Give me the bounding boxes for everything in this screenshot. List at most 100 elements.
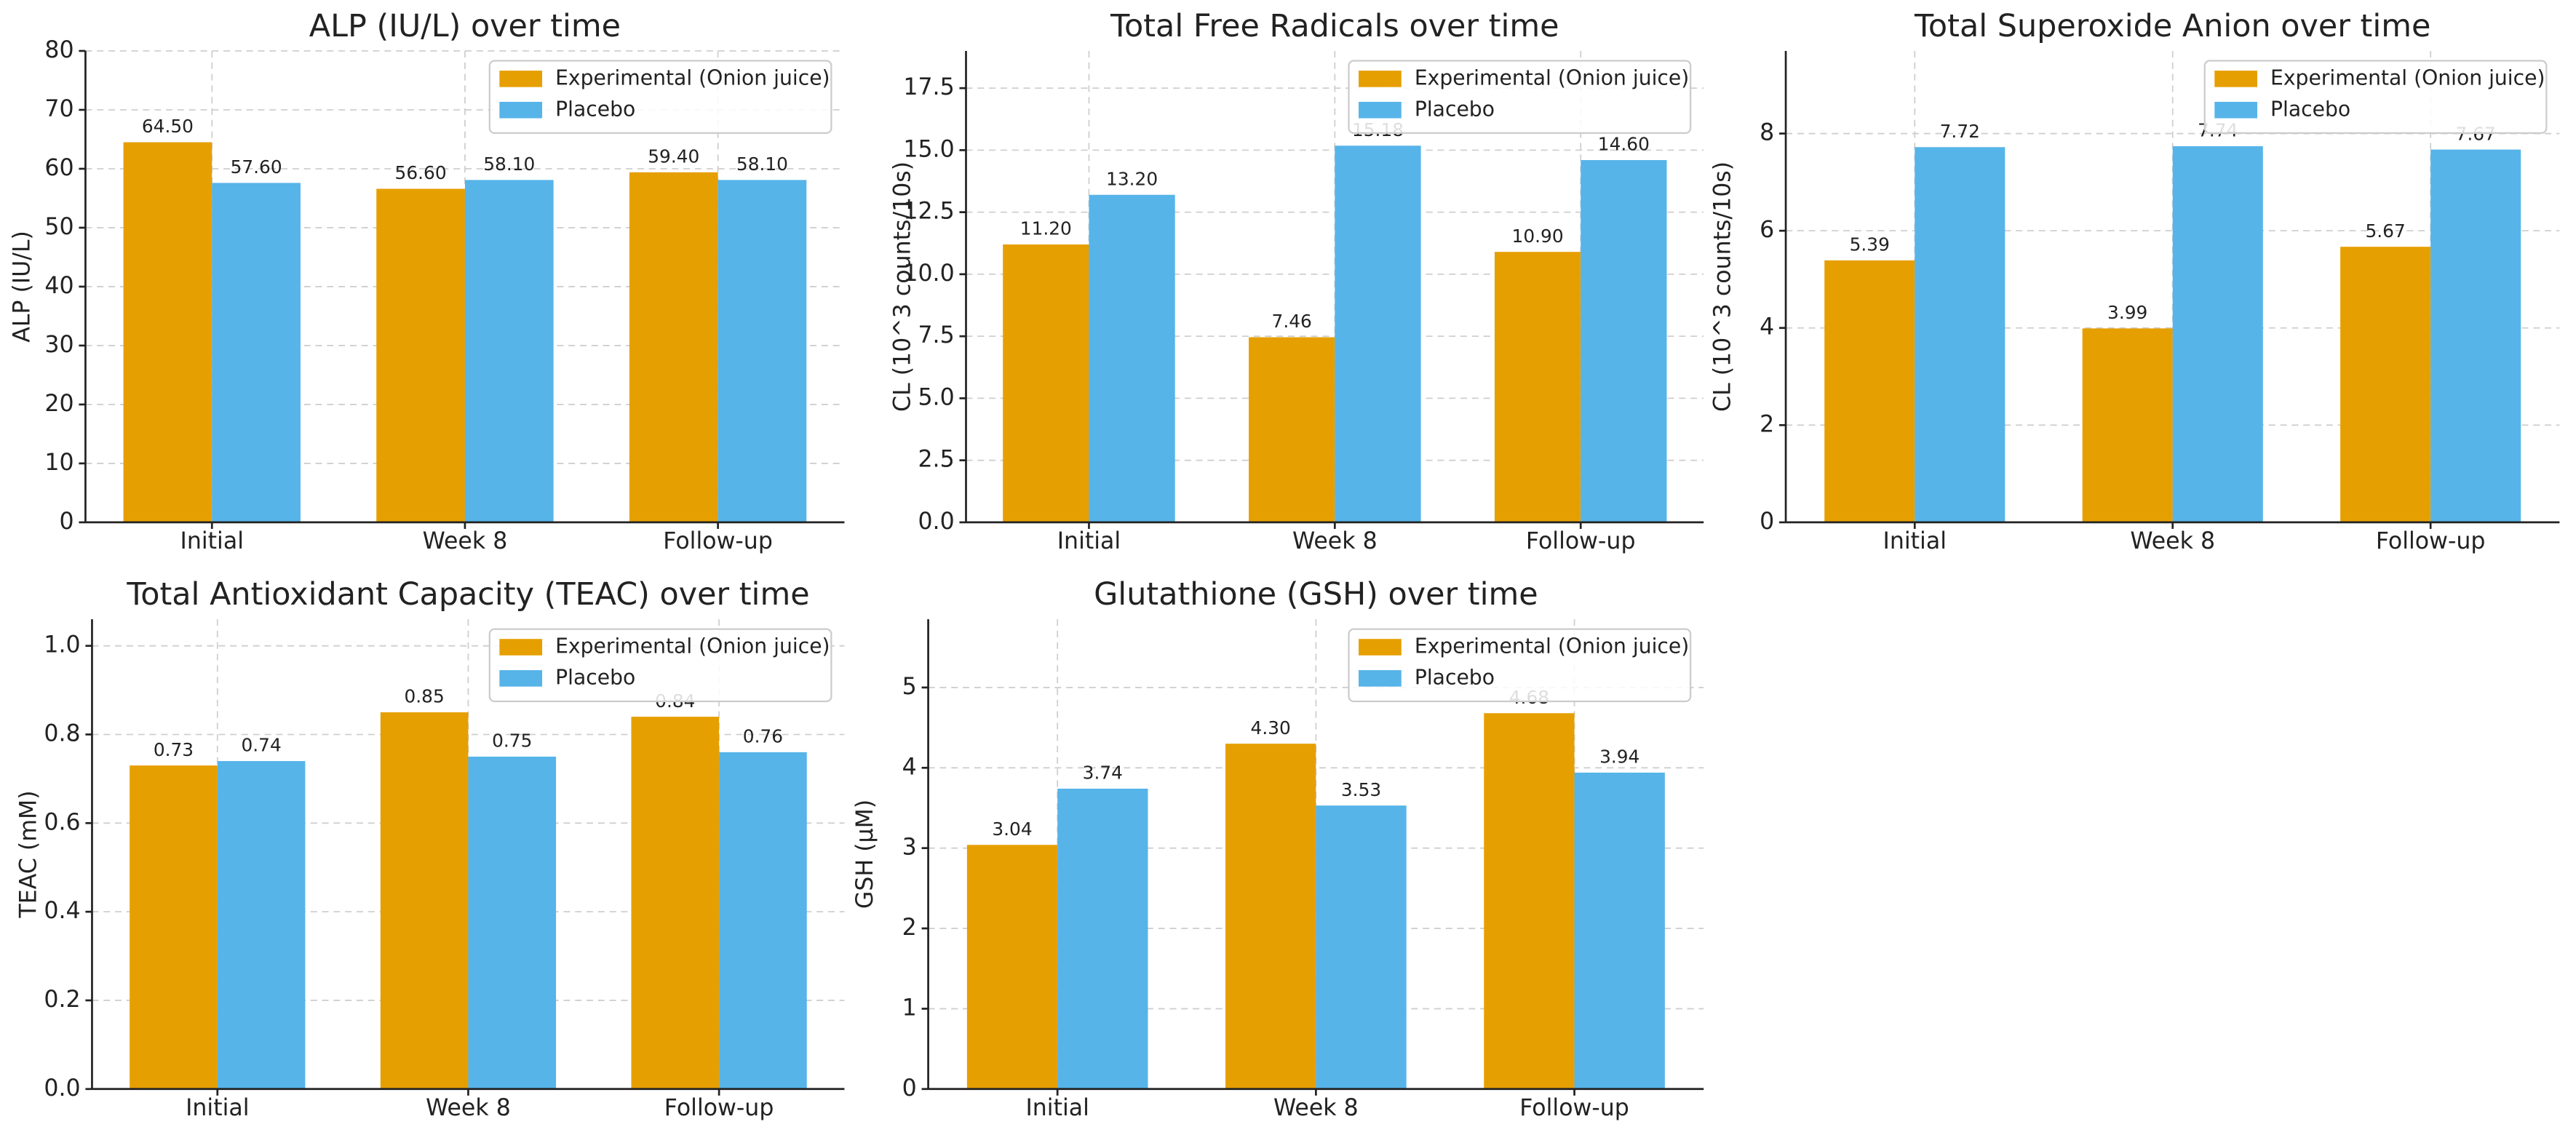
value-label: 11.20 (1020, 218, 1072, 239)
legend-label: Placebo (555, 665, 635, 689)
value-label: 64.50 (142, 116, 194, 137)
chart-title: ALP (IU/L) over time (309, 8, 621, 44)
y-tick-label: 2.5 (918, 447, 954, 473)
x-tick-label: Week 8 (2130, 528, 2215, 554)
y-tick-label: 0.4 (44, 898, 80, 924)
value-label: 7.72 (1940, 121, 1980, 142)
subplot: 0.0 2.5 5.0 7.5 10.0 12.5 15.0 17.5 Initial Week … (890, 8, 1704, 554)
y-tick-label: 2 (902, 915, 917, 941)
bar (2430, 149, 2521, 522)
legend-swatch (499, 71, 543, 87)
value-label: 3.94 (1599, 746, 1639, 768)
y-axis-label: CL (10^3 counts/10s) (890, 162, 916, 412)
y-tick-label: 2 (1760, 411, 1774, 437)
x-tick-label: Initial (186, 1095, 249, 1121)
value-label: 57.60 (231, 156, 282, 178)
value-label: 3.74 (1083, 762, 1123, 784)
legend-box (488, 628, 832, 703)
bar (719, 752, 807, 1089)
legend-label: Experimental (Onion juice) (555, 634, 830, 658)
y-tick-label: 0 (1760, 509, 1774, 535)
y-tick-label: 12.5 (903, 199, 954, 225)
value-label: 59.40 (648, 146, 699, 167)
y-tick-label: 50 (44, 214, 73, 240)
y-tick-label: 0 (60, 509, 74, 535)
bar (217, 761, 306, 1089)
bar (1316, 805, 1407, 1089)
bar (123, 142, 212, 522)
value-label: 5.67 (2365, 220, 2405, 242)
y-tick-label: 80 (44, 37, 73, 63)
value-label: 10.90 (1512, 226, 1564, 247)
y-tick-label: 70 (44, 96, 73, 122)
bar (966, 845, 1058, 1089)
y-tick-label: 1 (902, 995, 917, 1021)
y-tick-label: 0.0 (918, 509, 954, 535)
x-tick-label: Follow-up (663, 528, 773, 554)
y-tick-label: 20 (44, 391, 73, 417)
y-tick-label: 0 (902, 1075, 917, 1102)
y-tick-label: 10 (44, 450, 73, 476)
legend-swatch (1359, 71, 1402, 87)
value-label: 13.20 (1106, 168, 1158, 189)
x-tick-label: Follow-up (2376, 528, 2486, 554)
value-label: 0.75 (492, 730, 532, 752)
legend-swatch (2214, 101, 2257, 119)
bar (1249, 337, 1335, 522)
bar (1484, 713, 1575, 1089)
y-axis-label: CL (10^3 counts/10s) (1709, 162, 1736, 412)
legend-label: Experimental (Onion juice) (1415, 65, 1689, 89)
x-tick-label: Week 8 (1292, 528, 1378, 554)
bar (212, 183, 301, 522)
y-tick-label: 17.5 (903, 74, 954, 100)
x-tick-label: Week 8 (423, 528, 508, 554)
subplot: 0 10 20 30 40 50 60 70 80 Initial Week 8 Follow-up 6… (9, 8, 845, 554)
y-tick-label: 40 (44, 273, 73, 299)
value-label: 0.76 (743, 726, 783, 747)
legend-swatch (1359, 101, 1402, 119)
x-tick-label: Initial (1025, 1095, 1089, 1121)
y-tick-label: 4 (902, 754, 917, 780)
y-tick-label: 30 (44, 332, 73, 358)
y-tick-label: 5 (902, 674, 917, 700)
y-tick-label: 4 (1760, 314, 1774, 340)
y-tick-label: 60 (44, 155, 73, 181)
x-tick-label: Week 8 (1273, 1095, 1359, 1121)
y-axis-label: TEAC (mM) (16, 790, 42, 918)
value-label: 3.04 (992, 819, 1032, 840)
bar (468, 756, 557, 1089)
bar (1003, 244, 1089, 522)
bar (1824, 260, 1915, 522)
y-tick-label: 0.8 (44, 720, 80, 746)
chart-title: Glutathione (GSH) over time (1094, 576, 1538, 613)
bar (1335, 146, 1421, 522)
legend-label: Placebo (2270, 97, 2350, 121)
legend-label: Experimental (Onion juice) (2270, 65, 2545, 89)
value-label: 0.74 (241, 735, 281, 756)
value-label: 5.39 (1850, 234, 1890, 255)
y-axis-label: ALP (IU/L) (9, 231, 36, 343)
bar (2082, 328, 2173, 522)
legend-swatch (499, 670, 543, 687)
legend-swatch (2214, 71, 2257, 87)
legend-label: Placebo (1415, 97, 1495, 121)
y-tick-label: 0.2 (44, 987, 80, 1013)
legend-box (2203, 60, 2548, 134)
legend-swatch (499, 101, 543, 119)
y-tick-label: 1.0 (44, 632, 80, 658)
bar (380, 712, 469, 1089)
legend-swatch (1359, 670, 1402, 687)
chart-title: Total Antioxidant Capacity (TEAC) over t… (126, 576, 809, 613)
bar (2340, 247, 2431, 522)
bar (1225, 744, 1316, 1089)
y-tick-label: 15.0 (903, 136, 954, 162)
legend: Experimental (Onion juice) Placebo (1348, 60, 1692, 134)
bar (1089, 194, 1175, 522)
legend-label: Experimental (Onion juice) (1415, 634, 1689, 658)
legend: Experimental (Onion juice) Placebo (1348, 628, 1692, 703)
legend-swatch (499, 639, 543, 656)
value-label: 56.60 (395, 162, 447, 183)
value-label: 0.85 (404, 686, 444, 707)
